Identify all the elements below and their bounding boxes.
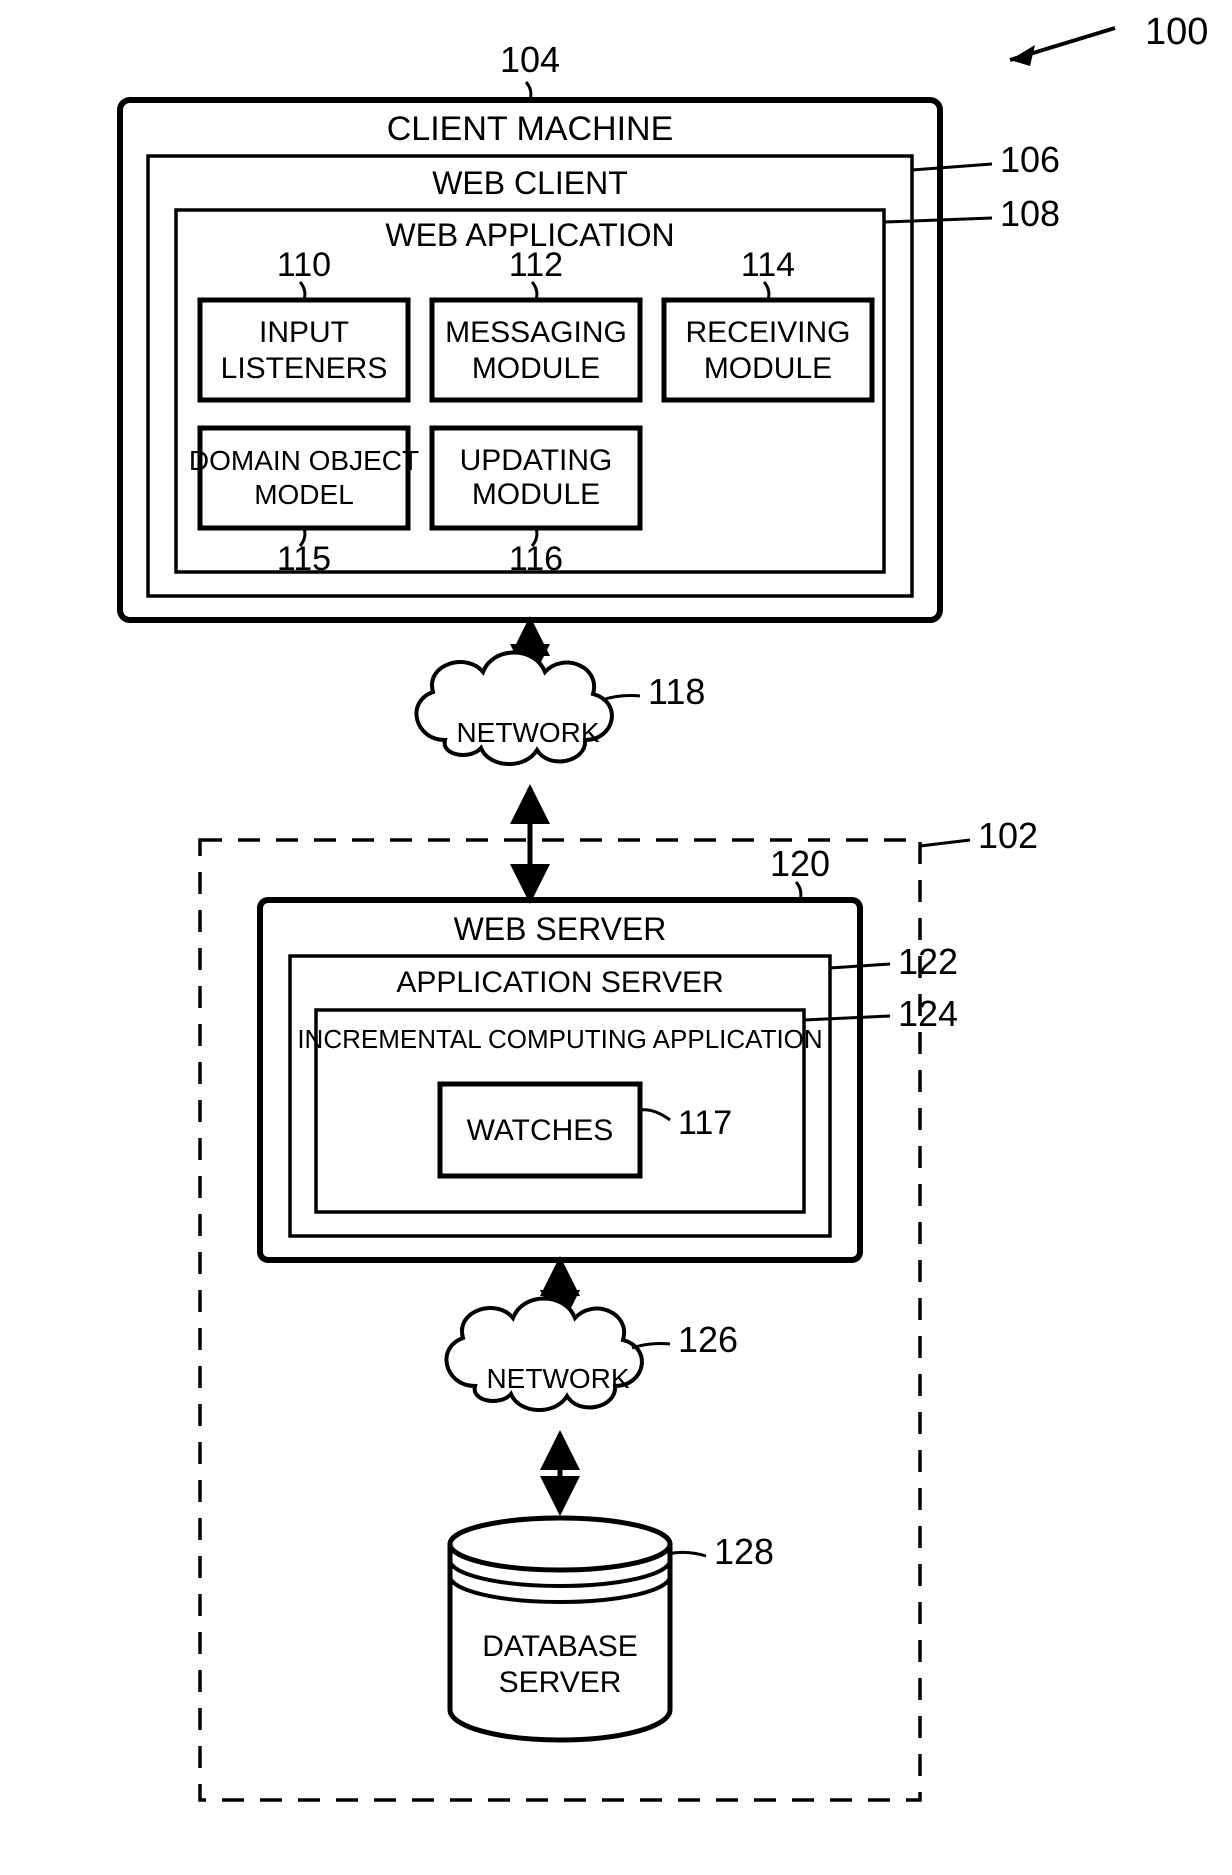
client-machine-label: CLIENT MACHINE xyxy=(387,110,674,148)
inc-comp-app-box: INCREMENTAL COMPUTING APPLICATION xyxy=(297,1010,822,1212)
ref-116: 116 xyxy=(509,540,563,578)
app-server-box: APPLICATION SERVER xyxy=(290,956,830,1236)
watches-box: WATCHES xyxy=(440,1084,640,1176)
db-label-l1: DATABASE xyxy=(482,1630,638,1663)
ref-100: 100 xyxy=(1145,11,1208,53)
web-server-label: WEB SERVER xyxy=(454,911,667,947)
ref-122-leader: 122 xyxy=(830,941,958,982)
ref-104: 104 xyxy=(500,39,560,80)
web-client-label: WEB CLIENT xyxy=(432,165,628,201)
module-input-listeners: INPUT LISTENERS 110 xyxy=(200,246,408,400)
network1-label: NETWORK xyxy=(456,717,599,748)
ref-118-leader: 118 xyxy=(602,671,705,712)
ref-104-tick: 104 xyxy=(500,39,560,100)
module-updating-l2: MODULE xyxy=(472,478,600,511)
ref-124: 124 xyxy=(898,993,958,1034)
app-server-label: APPLICATION SERVER xyxy=(396,966,723,999)
ref-115: 115 xyxy=(277,540,331,578)
module-messaging-l1: MESSAGING xyxy=(445,316,627,349)
ref-117-leader: 117 xyxy=(640,1104,732,1142)
module-messaging: MESSAGING MODULE 112 xyxy=(432,246,640,400)
ref-124-leader: 124 xyxy=(804,993,958,1034)
network2-label: NETWORK xyxy=(486,1363,629,1394)
module-receiving-l1: RECEIVING xyxy=(685,316,850,349)
ref-120-leader: 120 xyxy=(770,843,830,900)
ref-106: 106 xyxy=(1000,139,1060,180)
ref-126: 126 xyxy=(678,1319,738,1360)
ref-120: 120 xyxy=(770,843,830,884)
ref-108: 108 xyxy=(1000,193,1060,234)
module-updating-l1: UPDATING xyxy=(460,444,613,477)
watches-label: WATCHES xyxy=(467,1114,614,1147)
module-input-listeners-l2: LISTENERS xyxy=(221,352,388,385)
module-updating: UPDATING MODULE 116 xyxy=(432,428,640,578)
ref-102-leader: 102 xyxy=(920,815,1038,856)
database-cylinder: DATABASE SERVER xyxy=(450,1518,670,1740)
ref-122: 122 xyxy=(898,941,958,982)
ref-117: 117 xyxy=(678,1104,732,1142)
ref-102: 102 xyxy=(978,815,1038,856)
module-domain-object-model: DOMAIN OBJECT MODEL 115 xyxy=(189,428,419,578)
ref-110: 110 xyxy=(277,246,331,284)
ref-118: 118 xyxy=(648,671,705,712)
module-messaging-l2: MODULE xyxy=(472,352,600,385)
diagram-root: 100 CLIENT MACHINE 104 WEB CLIENT 106 WE… xyxy=(0,0,1232,1875)
network2-cloud: NETWORK xyxy=(446,1299,641,1411)
web-server-box: WEB SERVER xyxy=(260,900,860,1260)
module-receiving-l2: MODULE xyxy=(704,352,832,385)
module-dom-l1: DOMAIN OBJECT xyxy=(189,445,419,476)
module-input-listeners-l1: INPUT xyxy=(259,316,349,349)
module-receiving: RECEIVING MODULE 114 xyxy=(664,246,872,400)
inc-comp-app-label: INCREMENTAL COMPUTING APPLICATION xyxy=(297,1024,822,1054)
ref-128: 128 xyxy=(714,1531,774,1572)
ref-126-leader: 126 xyxy=(632,1319,738,1360)
db-label-l2: SERVER xyxy=(499,1666,622,1699)
module-dom-l2: MODEL xyxy=(254,479,354,510)
network1-cloud: NETWORK xyxy=(416,653,611,765)
ref-128-leader: 128 xyxy=(668,1531,774,1572)
ref-112: 112 xyxy=(509,246,563,284)
overall-ref-arrow: 100 xyxy=(1010,11,1208,66)
ref-114: 114 xyxy=(741,246,795,284)
ref-106-leader: 106 xyxy=(912,139,1060,180)
